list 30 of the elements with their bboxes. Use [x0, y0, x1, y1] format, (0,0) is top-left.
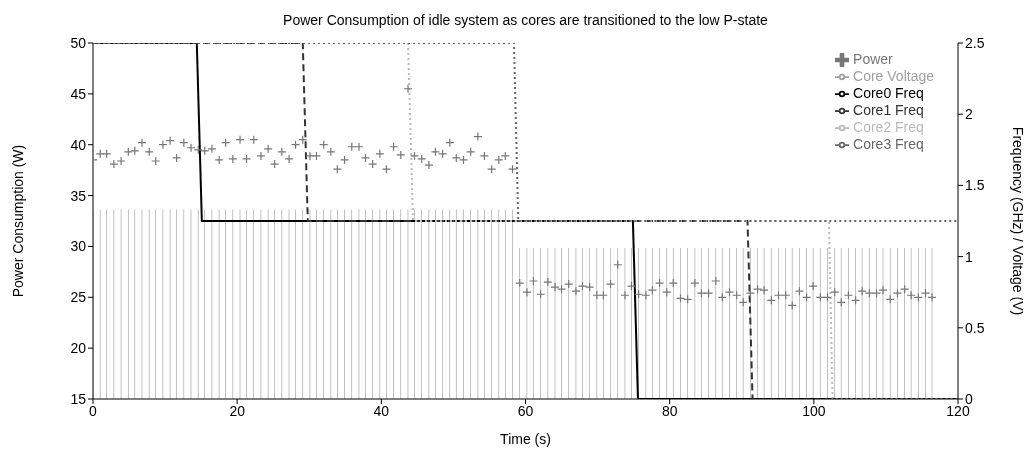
y-tick-label: 45	[70, 85, 87, 102]
x-tick-label: 80	[661, 402, 678, 419]
y2-tick-label: 1	[965, 248, 973, 265]
y-tick-label: 40	[70, 136, 87, 153]
y-tick-label: 25	[70, 289, 87, 306]
x-tick-label: 40	[373, 402, 390, 419]
legend-label: Core2 Freq	[853, 119, 924, 135]
y-tick-label: 35	[70, 187, 87, 204]
y2-tick-label: 1.5	[965, 177, 985, 194]
y2-tick-label: 2.5	[965, 34, 985, 51]
legend-label: Core Voltage	[853, 68, 934, 84]
x-tick-label: 100	[802, 402, 826, 419]
y-tick-label: 20	[70, 340, 87, 357]
chart-title: Power Consumption of idle system as cores are transitioned to the low P-state	[282, 12, 769, 28]
y-axis-title: Power Consumption (W)	[9, 144, 26, 298]
x-tick-label: 60	[517, 402, 534, 419]
y-tick-label: 15	[70, 390, 87, 407]
legend-label: Core0 Freq	[853, 85, 924, 101]
x-tick-label: 20	[229, 402, 246, 419]
y2-tick-label: 2	[965, 106, 973, 123]
y2-axis-title: Frequency (GHz) / Voltage (V)	[1010, 126, 1027, 316]
y-tick-label: 50	[70, 34, 87, 51]
y2-tick-label: 0.5	[965, 319, 985, 336]
x-axis-title: Time (s)	[500, 431, 551, 447]
y-tick-label: 30	[70, 238, 87, 255]
x-tick-label: 0	[89, 402, 98, 419]
legend-label: Power	[853, 51, 893, 67]
legend-label: Core3 Freq	[853, 136, 924, 152]
legend-label: Core1 Freq	[853, 102, 924, 118]
y2-tick-label: 0	[965, 390, 973, 407]
